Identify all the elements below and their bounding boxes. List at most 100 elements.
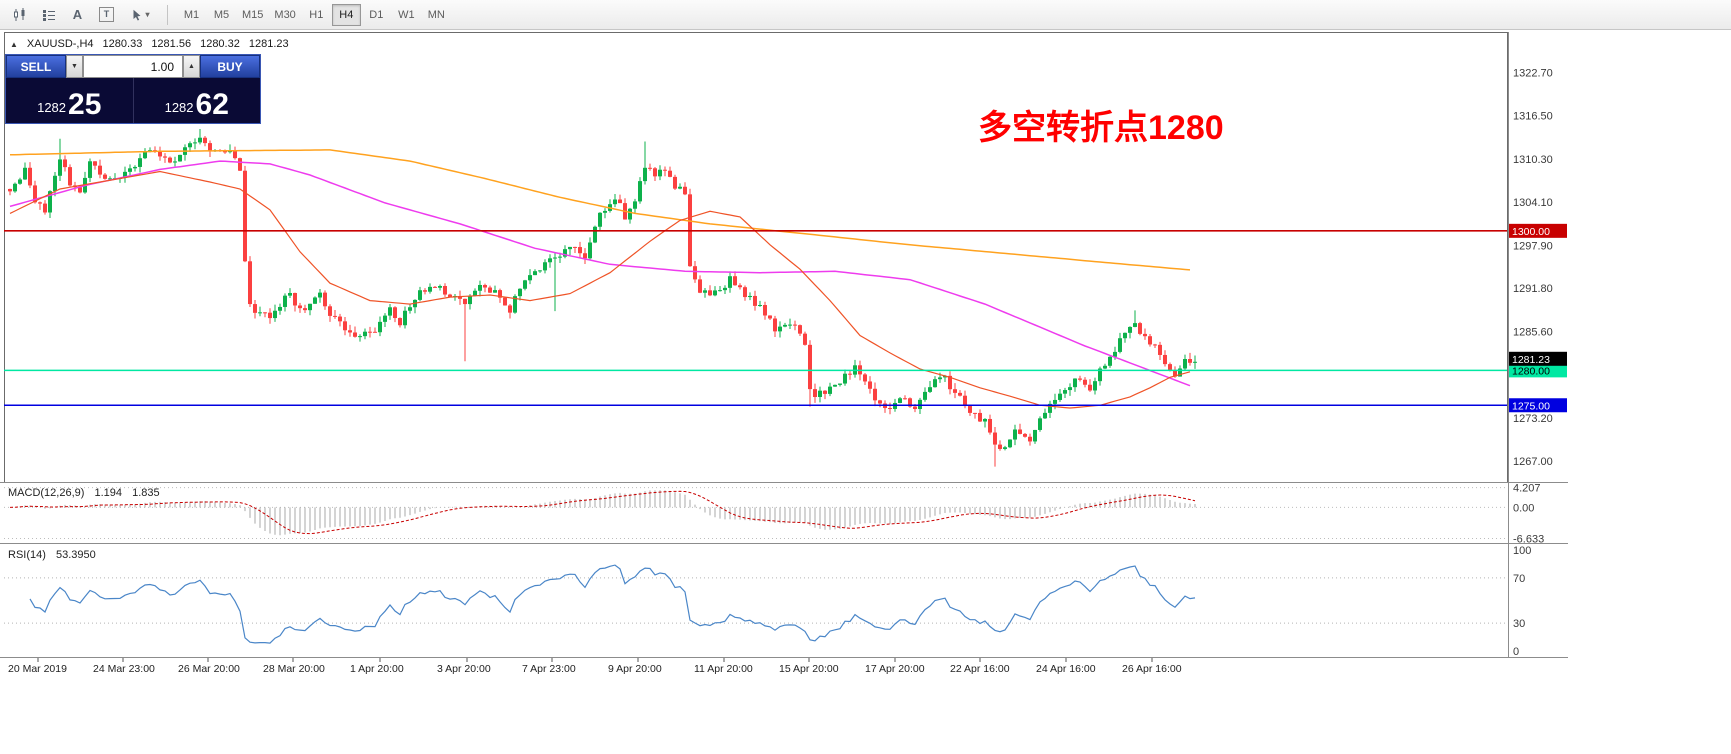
chart-canvas[interactable]: 1322.70 1316.50 1310.30 1304.10 1297.90 1291.… bbox=[0, 32, 1731, 684]
ohlc-high: 1281.56 bbox=[151, 38, 192, 50]
svg-text:1281.23: 1281.23 bbox=[1512, 354, 1550, 366]
candlestick-glyph bbox=[13, 7, 24, 21]
text-label-icon[interactable]: T bbox=[93, 3, 120, 27]
svg-text:-6.633: -6.633 bbox=[1513, 533, 1544, 545]
cursor-tool-icon[interactable]: ▾ bbox=[122, 3, 158, 27]
rsi-name: RSI(14) bbox=[8, 549, 46, 561]
ohlc-low: 1280.32 bbox=[200, 38, 240, 50]
sell-price-big: 25 bbox=[68, 88, 102, 122]
svg-text:11 Apr 20:00: 11 Apr 20:00 bbox=[694, 663, 753, 675]
level-lines-group bbox=[4, 230, 1507, 407]
candles-group bbox=[8, 128, 1197, 467]
collapse-arrow-icon[interactable]: ▲ bbox=[10, 39, 18, 49]
sell-price-base: 1282 bbox=[37, 100, 67, 115]
ohlc-open: 1280.33 bbox=[102, 38, 143, 50]
svg-text:1273.20: 1273.20 bbox=[1513, 413, 1553, 425]
svg-text:1291.80: 1291.80 bbox=[1513, 283, 1553, 295]
svg-text:70: 70 bbox=[1513, 573, 1525, 585]
trade-panel-prices: 1282 25 1282 62 bbox=[6, 78, 260, 123]
rsi-line bbox=[29, 564, 1196, 644]
svg-text:1297.90: 1297.90 bbox=[1513, 240, 1553, 252]
ma-fast-line bbox=[9, 170, 1191, 409]
svg-text:28 Mar 20:00: 28 Mar 20:00 bbox=[263, 663, 325, 675]
svg-text:3 Apr 20:00: 3 Apr 20:00 bbox=[437, 663, 491, 675]
symbol-label: XAUUSD-,H4 bbox=[26, 38, 94, 50]
svg-text:17 Apr 20:00: 17 Apr 20:00 bbox=[865, 663, 925, 675]
svg-text:30: 30 bbox=[1513, 618, 1525, 630]
buy-price-big: 62 bbox=[195, 88, 229, 122]
sell-button[interactable]: SELL bbox=[6, 55, 66, 78]
list-glyph bbox=[42, 9, 55, 21]
ma-slow-line bbox=[9, 149, 1191, 271]
svg-text:1275.00: 1275.00 bbox=[1512, 400, 1550, 412]
rsi-value: 53.3950 bbox=[55, 549, 96, 561]
svg-text:0.00: 0.00 bbox=[1513, 502, 1534, 514]
price-tag-1281.23 bbox=[1509, 351, 1567, 366]
macd-histogram bbox=[14, 490, 1196, 536]
timeframe-m15[interactable]: M15 bbox=[237, 4, 268, 26]
svg-text:20 Mar 2019: 20 Mar 2019 bbox=[8, 663, 67, 675]
svg-text:7 Apr 23:00: 7 Apr 23:00 bbox=[522, 663, 576, 675]
main-toolbar: A T ▾ M1 M5 M15 M30 H1 H4 D1 W1 MN bbox=[0, 0, 1731, 30]
svg-text:24 Mar 23:00: 24 Mar 23:00 bbox=[93, 663, 155, 675]
macd-name: MACD(12,26,9) bbox=[8, 487, 85, 499]
rsi-indicator-label: RSI(14) 53.3950 bbox=[8, 549, 103, 561]
timeframe-h4[interactable]: H4 bbox=[331, 3, 361, 26]
svg-text:9 Apr 20:00: 9 Apr 20:00 bbox=[608, 663, 662, 675]
boxed-t-glyph: T bbox=[99, 7, 114, 22]
svg-text:15 Apr 20:00: 15 Apr 20:00 bbox=[779, 663, 839, 675]
svg-text:1285.60: 1285.60 bbox=[1513, 326, 1553, 338]
macd-indicator-label: MACD(12,26,9) 1.194 1.835 bbox=[8, 487, 167, 499]
ohlc-close: 1281.23 bbox=[248, 38, 289, 50]
svg-text:1316.50: 1316.50 bbox=[1513, 111, 1553, 123]
timeframe-m30[interactable]: M30 bbox=[269, 4, 300, 26]
timeframe-h1[interactable]: H1 bbox=[302, 4, 331, 26]
timeframe-d1[interactable]: D1 bbox=[362, 4, 391, 26]
timeframe-m1[interactable]: M1 bbox=[177, 4, 206, 26]
volume-input[interactable] bbox=[83, 55, 183, 78]
volume-down-button[interactable]: ▼ bbox=[66, 55, 83, 78]
price-tag-1275.00 bbox=[1509, 398, 1567, 413]
svg-text:0: 0 bbox=[1513, 646, 1519, 658]
chevron-down-icon: ▾ bbox=[145, 10, 150, 19]
timeframe-w1[interactable]: W1 bbox=[392, 4, 421, 26]
ma-lines-group bbox=[9, 149, 1191, 409]
cursor-glyph bbox=[133, 9, 141, 21]
sell-price-display[interactable]: 1282 25 bbox=[6, 78, 134, 123]
timeframe-m5[interactable]: M5 bbox=[207, 4, 236, 26]
svg-text:26 Apr 16:00: 26 Apr 16:00 bbox=[1122, 663, 1182, 675]
macd-signal-line bbox=[9, 490, 1196, 535]
trade-panel-controls: SELL ▼ ▲ BUY bbox=[6, 55, 260, 78]
timeframe-mn[interactable]: MN bbox=[422, 4, 451, 26]
svg-text:100: 100 bbox=[1513, 545, 1531, 557]
ma-medium-line bbox=[9, 160, 1191, 387]
chart-annotation-text: 多空转折点1280 bbox=[978, 109, 1224, 147]
svg-text:1 Apr 20:00: 1 Apr 20:00 bbox=[350, 663, 404, 675]
chart-ohlc-header: ▲ XAUUSD-,H4 1280.33 1281.56 1280.32 128… bbox=[10, 38, 289, 50]
timeframe-group: M1 M5 M15 M30 H1 H4 D1 W1 MN bbox=[177, 3, 451, 26]
svg-text:1300.00: 1300.00 bbox=[1512, 226, 1550, 238]
macd-value-main: 1.194 bbox=[94, 487, 123, 499]
letter-a-glyph: A bbox=[72, 7, 83, 22]
one-click-trade-panel: SELL ▼ ▲ BUY 1282 25 1282 62 bbox=[5, 54, 261, 124]
svg-text:4.207: 4.207 bbox=[1513, 483, 1541, 495]
buy-price-base: 1282 bbox=[164, 100, 194, 115]
chart-type-icon[interactable] bbox=[6, 3, 33, 27]
svg-text:22 Apr 16:00: 22 Apr 16:00 bbox=[950, 663, 1010, 675]
price-tag-1300.00 bbox=[1509, 223, 1567, 238]
price-tag-1280.00 bbox=[1509, 363, 1567, 378]
toolbar-separator bbox=[167, 4, 168, 25]
svg-text:1304.10: 1304.10 bbox=[1513, 197, 1553, 209]
svg-text:1310.30: 1310.30 bbox=[1513, 154, 1553, 166]
svg-text:1322.70: 1322.70 bbox=[1513, 67, 1553, 79]
macd-value-signal: 1.835 bbox=[132, 487, 160, 499]
indicators-icon[interactable] bbox=[35, 3, 62, 27]
volume-up-button[interactable]: ▲ bbox=[183, 55, 200, 78]
text-annotation-icon[interactable]: A bbox=[64, 3, 91, 27]
svg-text:26 Mar 20:00: 26 Mar 20:00 bbox=[178, 663, 240, 675]
buy-button[interactable]: BUY bbox=[200, 55, 260, 78]
svg-text:1267.00: 1267.00 bbox=[1513, 456, 1553, 468]
svg-text:24 Apr 16:00: 24 Apr 16:00 bbox=[1036, 663, 1096, 675]
buy-price-display[interactable]: 1282 62 bbox=[134, 78, 261, 123]
